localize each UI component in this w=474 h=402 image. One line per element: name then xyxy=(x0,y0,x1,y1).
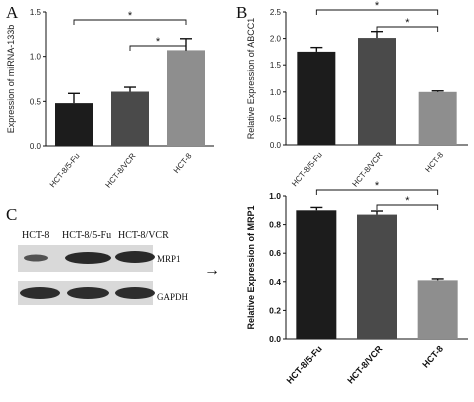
chart-c-significance-star: * xyxy=(405,195,410,207)
panel-letter-c: C xyxy=(6,205,17,224)
blot-band-gapdh-hct8-vcr xyxy=(115,287,155,299)
chart-b-ytick-label: 0.5 xyxy=(270,114,282,123)
chart-b-bar xyxy=(297,51,336,145)
blot-row-label-gapdh: GAPDH xyxy=(157,292,189,302)
chart-c-bar xyxy=(417,280,458,339)
chart-b-significance-star: * xyxy=(375,0,380,12)
panel-letter-b: B xyxy=(236,3,247,22)
chart-a-category-label: HCT-8 xyxy=(172,151,194,175)
chart-c-ytick-label: 0.8 xyxy=(269,220,281,230)
blot-band-mrp1-hct8-5fu xyxy=(65,252,111,264)
chart-a-ytick-label: 0.5 xyxy=(30,97,42,106)
chart-b: 0.0 0.5 1.0 1.5 2.0 2.5 Relative Expression of… xyxy=(246,0,468,189)
chart-c-category-label: HCT-8 xyxy=(420,344,445,370)
chart-c: 0.0 0.2 0.4 0.6 0.8 1.0 Relative Expression of… xyxy=(246,180,468,386)
chart-a-bar xyxy=(55,103,93,146)
blot-band-mrp1-hct8-vcr xyxy=(115,251,155,263)
chart-b-category-label: HCT-8 xyxy=(423,150,445,174)
blot-row-label-mrp1: MRP1 xyxy=(157,254,181,264)
chart-c-ytick-label: 0.6 xyxy=(269,248,281,258)
chart-b-ytick-label: 2.5 xyxy=(270,8,282,17)
arrow-icon: → xyxy=(204,262,220,279)
western-blot: HCT-8 HCT-8/5-Fu HCT-8/VCR MRP1 GAPDH → xyxy=(18,230,220,305)
blot-lane-label-hct8: HCT-8 xyxy=(22,230,49,241)
chart-a-ytick-label: 0.0 xyxy=(30,142,42,151)
chart-c-significance-bracket xyxy=(376,204,439,210)
chart-c-category-label: HCT-8/VCR xyxy=(345,343,385,385)
chart-c-bar xyxy=(357,214,397,339)
chart-b-significance-star: * xyxy=(405,17,410,29)
chart-a-category-label: HCT-8/VCR xyxy=(103,151,137,189)
chart-c-ytick-label: 1.0 xyxy=(269,191,281,201)
blot-lane-label-hct8-vcr: HCT-8/VCR xyxy=(118,230,169,241)
chart-a-bar xyxy=(167,50,205,147)
blot-lane-label-hct8-5fu: HCT-8/5-Fu xyxy=(62,230,111,241)
chart-b-bar xyxy=(358,38,396,145)
chart-c-significance-bracket xyxy=(315,189,439,195)
chart-c-ytick-label: 0.0 xyxy=(269,334,281,344)
chart-a: 0.0 0.5 1.0 1.5 Expression of miRNA-133b HCT-… xyxy=(6,8,214,190)
chart-a-bar xyxy=(111,91,149,146)
chart-c-bar xyxy=(296,210,337,339)
chart-b-significance-bracket xyxy=(376,26,439,32)
chart-c-significance-star: * xyxy=(375,180,380,192)
chart-b-ytick-label: 1.0 xyxy=(270,88,282,97)
chart-a-significance-bracket xyxy=(129,45,187,51)
panel-letter-a: A xyxy=(6,3,19,22)
chart-a-significance-star: * xyxy=(128,10,133,22)
chart-b-significance-bracket xyxy=(315,9,439,15)
chart-a-significance-star: * xyxy=(156,36,161,48)
chart-b-category-label: HCT-8/VCR xyxy=(350,150,384,188)
chart-a-ytick-label: 1.5 xyxy=(30,8,42,17)
chart-b-y-axis-label: Relative Expression of ABCC1 xyxy=(246,18,256,140)
chart-b-bar xyxy=(418,91,457,145)
chart-c-ytick-label: 0.2 xyxy=(269,305,281,315)
blot-band-mrp1-hct8 xyxy=(24,254,48,262)
chart-c-ytick-label: 0.4 xyxy=(269,277,281,287)
blot-band-gapdh-hct8 xyxy=(20,287,60,299)
chart-b-ytick-label: 0.0 xyxy=(270,141,282,150)
chart-c-y-axis-label: Relative Expression of MRP1 xyxy=(246,205,256,329)
chart-a-category-label: HCT-8/5-Fu xyxy=(48,152,82,190)
chart-c-category-label: HCT-8/5-Fu xyxy=(285,344,324,386)
chart-b-ytick-label: 2.0 xyxy=(270,35,282,44)
chart-a-ytick-label: 1.0 xyxy=(30,53,42,62)
chart-a-y-axis-label: Expression of miRNA-133b xyxy=(6,25,16,134)
chart-a-significance-bracket xyxy=(73,19,187,25)
blot-band-gapdh-hct8-5fu xyxy=(67,287,109,299)
chart-b-ytick-label: 1.5 xyxy=(270,61,282,70)
chart-b-category-label: HCT-8/5-Fu xyxy=(290,151,324,189)
